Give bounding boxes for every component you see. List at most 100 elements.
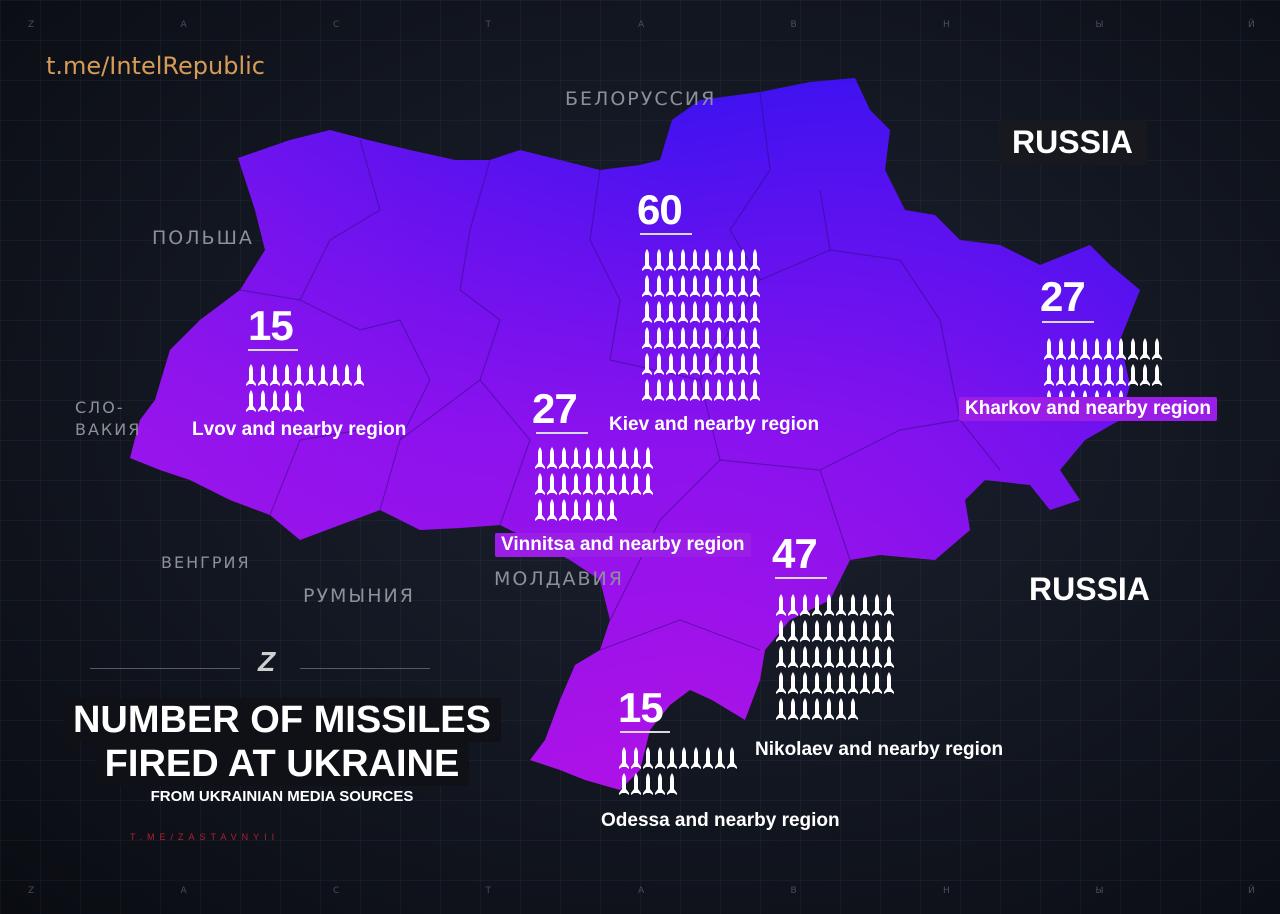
- missile-icon: [836, 620, 846, 642]
- missile-icon: [642, 301, 652, 323]
- missile-icon: [342, 364, 352, 386]
- missile-icon: [800, 646, 810, 668]
- bottom-watermark: T.ME/ZASTAVNYII: [130, 832, 280, 842]
- missile-icon: [1104, 338, 1114, 360]
- edge-letter: Н: [943, 20, 950, 30]
- edge-letter: Т: [485, 20, 492, 30]
- edge-letter: Н: [943, 886, 950, 896]
- missile-icon: [836, 646, 846, 668]
- missile-icon: [872, 672, 882, 694]
- missile-icon: [702, 301, 712, 323]
- missile-icon: [690, 379, 700, 401]
- missile-icon: [750, 275, 760, 297]
- missile-icon: [306, 364, 316, 386]
- missile-icon: [643, 747, 653, 769]
- missile-icon: [690, 327, 700, 349]
- missile-icon: [595, 499, 605, 521]
- missile-icon: [654, 301, 664, 323]
- missile-icon: [836, 698, 846, 720]
- count-underline-odessa: [620, 731, 670, 733]
- missile-icon: [738, 301, 748, 323]
- count-kiev: 60: [637, 186, 683, 233]
- missile-icon: [642, 379, 652, 401]
- count-underline-vinnitsa: [536, 432, 588, 434]
- missile-icon: [571, 473, 581, 495]
- label-belarus: БЕЛОРУССИЯ: [565, 88, 717, 110]
- missile-icon: [654, 327, 664, 349]
- label-slovakia-2: ВАКИЯ: [75, 420, 142, 439]
- missile-icon: [607, 499, 617, 521]
- missile-icon: [726, 275, 736, 297]
- missile-icon: [1152, 338, 1162, 360]
- missile-icon: [571, 447, 581, 469]
- missile-icon: [642, 353, 652, 375]
- missile-icon: [535, 447, 545, 469]
- missile-icon: [619, 473, 629, 495]
- poster-title: NUMBER OF MISSILES FIRED AT UKRAINE: [40, 698, 524, 786]
- missile-icon: [714, 249, 724, 271]
- missile-icon: [884, 646, 894, 668]
- count-underline-lvov: [248, 349, 298, 351]
- missile-icon: [848, 698, 858, 720]
- count-nikolaev: 47: [772, 530, 818, 577]
- oblast-borders: [239, 91, 1001, 651]
- missile-icon: [1140, 364, 1150, 386]
- missile-icons-lvov: [245, 363, 365, 415]
- label-moldova: МОЛДАВИЯ: [494, 568, 624, 590]
- missile-icon: [535, 499, 545, 521]
- edge-letter: Й: [1248, 20, 1255, 30]
- count-lvov: 15: [248, 302, 294, 349]
- missile-icon: [691, 747, 701, 769]
- missile-icon: [884, 672, 894, 694]
- missile-icon: [715, 747, 725, 769]
- missile-icon: [1080, 338, 1090, 360]
- missile-icon: [788, 620, 798, 642]
- missile-icon: [726, 379, 736, 401]
- missile-icon: [776, 620, 786, 642]
- missile-icon: [678, 353, 688, 375]
- missile-icon: [750, 379, 760, 401]
- missile-icon: [848, 646, 858, 668]
- missile-icon: [1092, 364, 1102, 386]
- edge-letter: В: [790, 20, 797, 30]
- missile-icons-odessa: [618, 746, 738, 798]
- missile-icon: [655, 773, 665, 795]
- missile-icon: [654, 379, 664, 401]
- missile-icon: [642, 249, 652, 271]
- missile-icon: [750, 301, 760, 323]
- missile-icon: [619, 773, 629, 795]
- count-kharkov: 27: [1040, 273, 1086, 320]
- missile-icon: [643, 473, 653, 495]
- missile-icon: [738, 249, 748, 271]
- label-hungary: ВЕНГРИЯ: [161, 553, 251, 572]
- missile-icon: [836, 672, 846, 694]
- edge-letter: В: [790, 886, 797, 896]
- missile-icon: [690, 275, 700, 297]
- missile-icon: [714, 327, 724, 349]
- missile-icon: [678, 301, 688, 323]
- missile-icon: [702, 275, 712, 297]
- missile-icon: [270, 390, 280, 412]
- missile-icon: [860, 646, 870, 668]
- missile-icon: [666, 379, 676, 401]
- missile-icon: [690, 353, 700, 375]
- missile-icon: [679, 747, 689, 769]
- missile-icon: [788, 672, 798, 694]
- missile-icon: [655, 747, 665, 769]
- region-label-vinnitsa: Vinnitsa and nearby region: [495, 533, 751, 557]
- count-underline-kiev: [640, 233, 692, 235]
- missile-icon: [1116, 364, 1126, 386]
- missile-icon: [872, 594, 882, 616]
- missile-icon: [1068, 338, 1078, 360]
- missile-icon: [860, 620, 870, 642]
- edge-letter: С: [333, 886, 340, 896]
- missile-icon: [1104, 364, 1114, 386]
- missile-icon: [738, 353, 748, 375]
- missile-icon: [800, 672, 810, 694]
- edge-letter: Т: [485, 886, 492, 896]
- missile-icon: [643, 447, 653, 469]
- missile-icon: [631, 747, 641, 769]
- missile-icon: [535, 473, 545, 495]
- missile-icon: [872, 620, 882, 642]
